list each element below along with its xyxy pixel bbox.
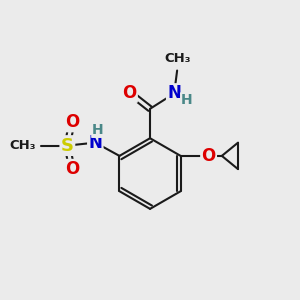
Text: O: O: [64, 160, 79, 178]
Text: O: O: [202, 147, 216, 165]
Text: N: N: [88, 134, 102, 152]
Text: O: O: [64, 113, 79, 131]
Text: N: N: [167, 85, 181, 103]
Text: O: O: [122, 84, 136, 102]
Text: CH₃: CH₃: [164, 52, 190, 65]
Text: H: H: [181, 93, 192, 107]
Text: CH₃: CH₃: [9, 139, 36, 152]
Text: H: H: [92, 123, 103, 137]
Text: S: S: [61, 136, 74, 154]
